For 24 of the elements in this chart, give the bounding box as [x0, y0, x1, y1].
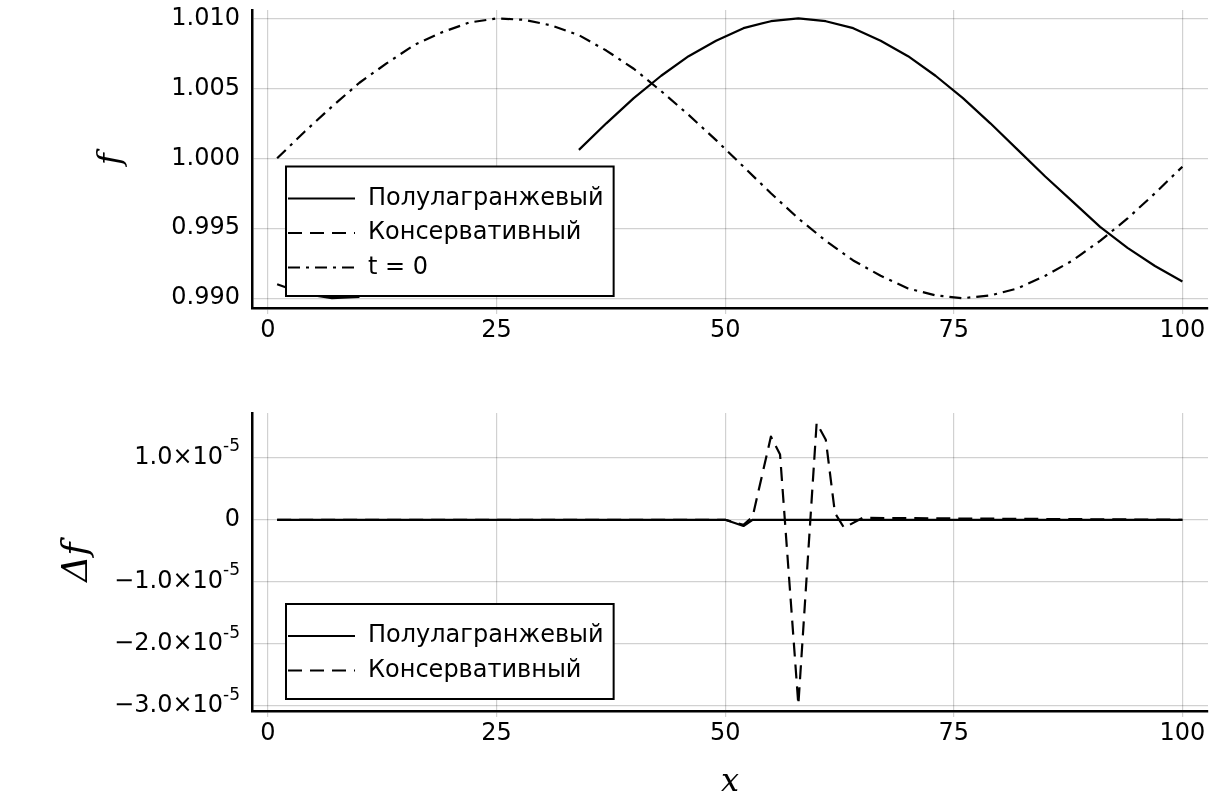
x-tick-label: 0 [260, 717, 276, 746]
x-tick-label: 50 [709, 314, 741, 343]
y-tick-label: 1.010 [171, 2, 241, 31]
x-tick-label: 75 [938, 717, 970, 746]
legend-label: Полулагранжевый [368, 182, 604, 211]
y-tick-label: 0 [224, 504, 241, 533]
x-tick-label: 25 [481, 717, 512, 746]
y-tick-label: 0.990 [171, 282, 241, 311]
x-tick-label: 50 [709, 717, 741, 746]
legend-label: Консервативный [368, 654, 582, 683]
x-tick-label: 0 [260, 314, 276, 343]
y-axis-title: f [90, 147, 129, 167]
y-tick-label: 1.005 [171, 72, 241, 101]
x-tick-label: 100 [1159, 717, 1206, 746]
legend-label: Консервативный [368, 217, 582, 246]
x-axis-title: x [720, 761, 740, 800]
x-tick-label: 75 [938, 314, 970, 343]
y-axis-title: Δf [54, 536, 96, 584]
x-tick-label: 100 [1159, 314, 1206, 343]
y-tick-label: 1.000 [171, 142, 241, 171]
legend-label: Полулагранжевый [368, 620, 604, 649]
x-tick-label: 25 [481, 314, 512, 343]
legend-label: t = 0 [368, 251, 429, 280]
y-tick-label: 0.995 [171, 212, 241, 241]
